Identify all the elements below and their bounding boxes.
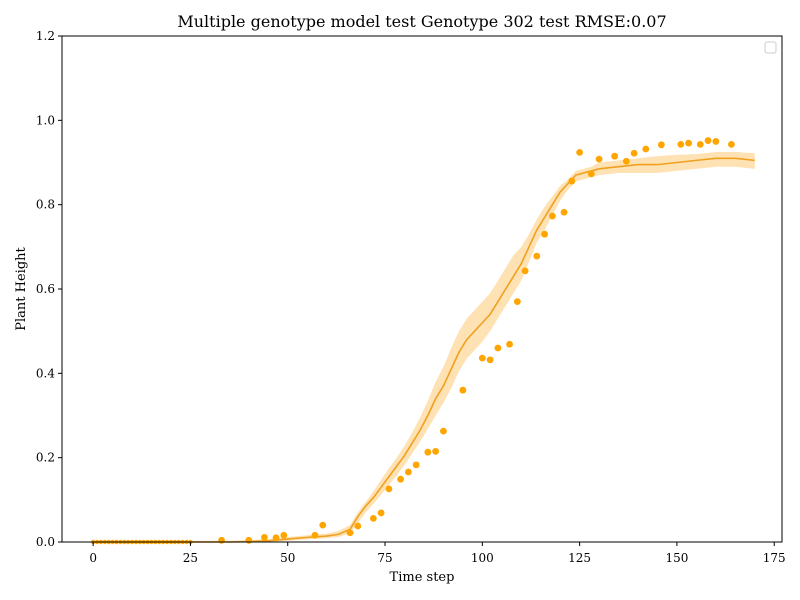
data-point xyxy=(533,252,541,260)
data-point xyxy=(280,531,288,539)
data-point xyxy=(260,533,268,541)
data-point xyxy=(521,267,529,275)
data-point xyxy=(568,177,576,185)
x-tick-label: 75 xyxy=(377,551,392,565)
data-point xyxy=(404,468,412,476)
data-point xyxy=(385,485,393,493)
data-point xyxy=(728,140,735,148)
data-point xyxy=(432,447,440,455)
data-point xyxy=(677,140,685,148)
data-point xyxy=(459,386,467,394)
legend-box xyxy=(764,41,777,54)
y-tick-label: 0.8 xyxy=(36,198,55,212)
data-point xyxy=(440,427,447,435)
data-point xyxy=(712,138,720,145)
y-axis-label: Plant Height xyxy=(14,246,29,330)
data-point xyxy=(696,140,704,148)
data-point xyxy=(576,148,584,156)
data-point xyxy=(354,522,362,530)
data-point xyxy=(486,356,494,364)
data-point xyxy=(369,514,377,522)
y-tick-label: 0.6 xyxy=(36,282,55,296)
x-tick-label: 175 xyxy=(763,551,786,565)
data-point xyxy=(630,149,638,157)
data-point xyxy=(657,141,665,149)
data-point xyxy=(272,534,280,542)
data-point xyxy=(478,354,486,362)
data-point xyxy=(513,298,521,306)
x-tick-label: 125 xyxy=(568,551,591,565)
data-point xyxy=(587,170,595,178)
data-point xyxy=(494,344,502,352)
y-tick-label: 0.0 xyxy=(36,535,55,549)
x-tick-label: 100 xyxy=(471,551,494,565)
data-point xyxy=(311,531,319,539)
y-tick-label: 1.0 xyxy=(36,113,55,127)
data-point xyxy=(560,208,568,216)
x-tick-label: 150 xyxy=(665,551,688,565)
x-tick-label: 25 xyxy=(183,551,198,565)
data-point xyxy=(218,536,225,544)
data-point xyxy=(424,448,432,456)
y-tick-label: 0.4 xyxy=(36,366,55,380)
data-point xyxy=(642,145,650,153)
data-point xyxy=(346,529,354,537)
y-tick-label: 1.2 xyxy=(36,29,55,43)
data-point xyxy=(622,157,630,165)
data-point xyxy=(611,152,619,160)
data-point xyxy=(319,521,327,529)
data-point xyxy=(685,139,692,147)
chart-title: Multiple genotype model test Genotype 30… xyxy=(177,12,666,31)
y-tick-label: 0.2 xyxy=(36,451,55,465)
data-point xyxy=(506,340,513,348)
data-point xyxy=(397,475,404,483)
data-point xyxy=(548,212,556,220)
data-point xyxy=(377,509,385,517)
data-point xyxy=(704,137,712,144)
y-axis-ticks: 0.0 0.2 0.4 0.6 0.8 1.0 1.2 xyxy=(36,29,62,549)
data-point xyxy=(412,461,420,469)
x-tick-label: 0 xyxy=(89,551,97,565)
data-point xyxy=(595,155,603,163)
data-point xyxy=(245,536,253,544)
x-axis-ticks: 0 25 50 75 100 125 150 175 xyxy=(89,542,786,565)
x-tick-label: 50 xyxy=(280,551,295,565)
x-axis-label: Time step xyxy=(390,570,455,585)
data-point xyxy=(541,230,548,238)
